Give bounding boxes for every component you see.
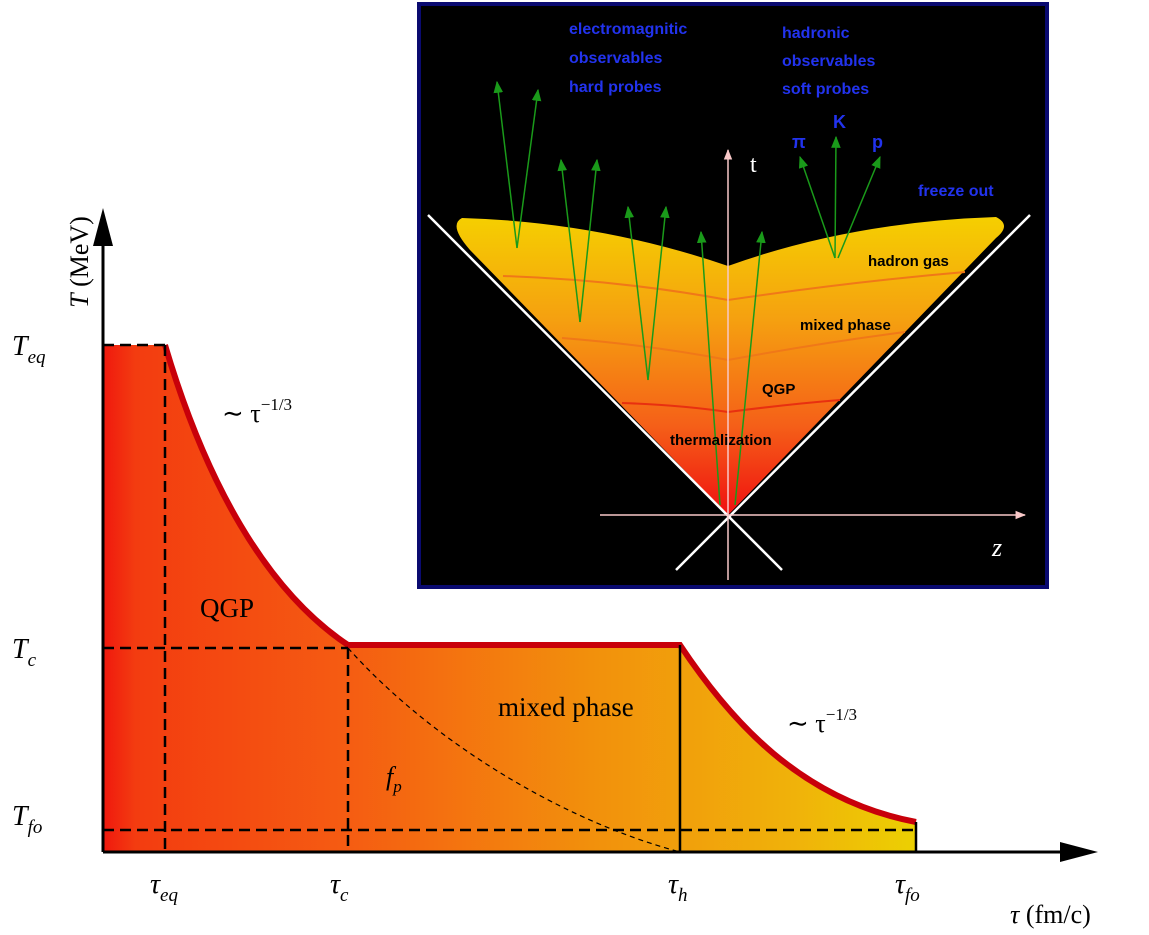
text-part: +	[555, 132, 565, 151]
header-line: soft probes	[782, 81, 869, 98]
hadron-label: π	[792, 132, 806, 152]
text-part: c	[28, 650, 37, 671]
text-part: fo	[905, 885, 920, 906]
text-part: (MeV)	[65, 216, 94, 287]
x-tick-label: τc	[330, 869, 349, 906]
text-part: +	[625, 177, 635, 196]
text-part: T	[65, 292, 94, 308]
stage-label: mixed phase	[800, 317, 891, 334]
header-line: electromagnitic	[569, 21, 687, 38]
header-line: observables	[782, 53, 875, 70]
stage-label: thermalization	[670, 432, 772, 449]
text-part: −	[535, 50, 545, 69]
x-tick-label: τeq	[150, 869, 178, 906]
hadron-label: p	[872, 132, 883, 152]
hadron-label: K	[833, 112, 846, 132]
stage-label: QGP	[762, 381, 795, 398]
header-line: observables	[569, 50, 662, 67]
inset: electromagnitic observables hard probes …	[419, 4, 1047, 587]
y-tick-label: Teq	[12, 331, 46, 368]
text-part: (fm/c)	[1026, 900, 1091, 929]
x-axis-arrow	[1060, 842, 1098, 862]
arrow	[835, 137, 836, 258]
text-part: ∼ τ	[787, 709, 826, 738]
region-label: mixed phase	[498, 692, 634, 722]
stage-label: hadron gas	[868, 253, 949, 270]
text-part: +	[697, 200, 707, 219]
scaling-label: ∼ τ−1/3	[222, 395, 292, 428]
y-tick-label: Tc	[12, 634, 37, 671]
text-part: eq	[160, 885, 178, 906]
freeze-out-label: freeze out	[918, 183, 994, 200]
z-label: z	[991, 533, 1002, 562]
header-line: hard probes	[569, 79, 662, 96]
text-part: p	[392, 777, 402, 796]
x-tick-label: τh	[668, 869, 688, 906]
text-part: −1/3	[826, 705, 857, 724]
diagram: T (MeV) τ (fm/c) Teq Tc Tfo τeq τc τh τf…	[0, 0, 1149, 935]
text-part: c	[340, 885, 349, 906]
text-part: τ	[1010, 900, 1021, 929]
text-part: fo	[28, 817, 43, 838]
y-tick-label: Tfo	[12, 801, 42, 838]
region-label: QGP	[200, 593, 254, 623]
text-part: −	[757, 205, 767, 224]
text-part: −	[661, 180, 671, 199]
x-tick-label: τfo	[895, 869, 920, 906]
y-axis-label: T (MeV)	[65, 216, 94, 308]
scaling-label: ∼ τ−1/3	[787, 705, 857, 738]
text-part: eq	[28, 347, 46, 368]
text-part: −	[598, 128, 608, 147]
t-label: t	[750, 152, 757, 178]
text-part: h	[678, 885, 688, 906]
text-part: −1/3	[261, 395, 292, 414]
header-line: hadronic	[782, 25, 850, 42]
text-part: +	[492, 52, 502, 71]
x-axis-label: τ (fm/c)	[1010, 900, 1091, 929]
text-part: ∼ τ	[222, 399, 261, 428]
y-axis-arrow	[93, 208, 113, 246]
